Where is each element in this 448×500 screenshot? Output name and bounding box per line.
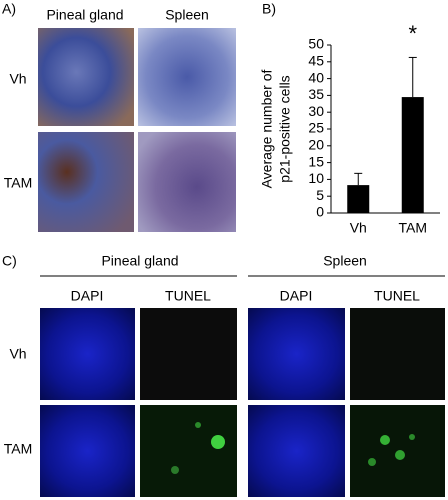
row-label: Vh [9,71,26,87]
row-label: TAM [4,441,33,457]
tunel-signal [171,466,179,474]
annotation: * [408,21,417,46]
row-label: TAM [4,175,33,191]
micrograph [40,308,135,400]
micrograph [248,405,345,497]
bar-chart: B)Average number of p21-positive cells051… [259,1,440,236]
y-tick-label: 35 [308,86,324,102]
y-tick-label: 50 [308,36,324,52]
panel-label: A) [2,1,16,17]
x-tick-label: Vh [350,220,367,236]
column-header: Spleen [165,7,209,23]
tunel-signal [380,435,390,445]
y-tick-label: 15 [308,153,324,169]
micrograph [138,132,236,232]
row-label: Vh [9,346,26,362]
y-tick-label: 30 [308,103,324,119]
column-header: TUNEL [165,288,211,304]
tunel-signal [395,450,405,460]
micrograph [350,308,445,400]
micrograph [140,308,237,400]
group-header: Pineal gland [101,253,178,269]
tunel-signal [195,422,201,428]
y-tick-label: 40 [308,69,324,85]
column-header: TUNEL [374,288,420,304]
panel-label: C) [2,253,17,269]
x-tick-label: TAM [398,220,427,236]
tunel-signal [211,435,225,449]
micrograph [140,405,237,497]
y-axis-label: Average number of [259,69,275,188]
y-tick-label: 10 [308,170,324,186]
column-header: Pineal gland [46,7,123,23]
micrograph [40,405,135,497]
tunel-signal [409,434,415,440]
tunel-signal [368,458,376,466]
column-header: DAPI [280,288,313,304]
y-tick-label: 20 [308,137,324,153]
y-tick-label: 45 [308,53,324,69]
bar [347,185,370,213]
micrograph [138,28,236,126]
micrograph [38,132,134,232]
panel-label: B) [262,1,276,17]
y-tick-label: 5 [316,187,324,203]
micrograph [38,28,134,126]
y-tick-label: 0 [316,204,324,220]
group-header: Spleen [323,253,367,269]
bar [401,97,424,213]
y-axis-label: p21-positive cells [277,75,293,182]
micrograph [248,308,345,400]
y-tick-label: 25 [308,120,324,136]
column-header: DAPI [71,288,104,304]
